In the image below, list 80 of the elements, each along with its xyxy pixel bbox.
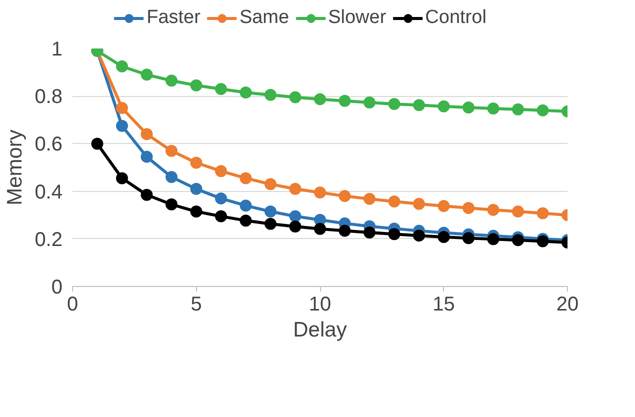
- point: [264, 88, 276, 101]
- point: [388, 196, 400, 208]
- point: [190, 156, 202, 169]
- point: [91, 138, 104, 150]
- point: [116, 60, 128, 72]
- point: [314, 222, 326, 235]
- y-tick-label: 0: [51, 276, 62, 298]
- x-tick-label: 0: [66, 294, 78, 316]
- point: [438, 231, 450, 243]
- point: [190, 79, 202, 92]
- point: [536, 207, 549, 220]
- point: [338, 224, 351, 237]
- point: [438, 200, 450, 212]
- point: [240, 86, 252, 99]
- point: [536, 235, 549, 248]
- legend-label: Same: [239, 7, 290, 29]
- y-tick-label: 0.8: [34, 86, 63, 108]
- point: [487, 233, 500, 246]
- point: [166, 144, 178, 157]
- point: [166, 74, 178, 87]
- x-tick-label: 10: [308, 294, 332, 316]
- point: [413, 198, 425, 210]
- point: [240, 200, 252, 212]
- y-tick-label: 1: [51, 38, 62, 60]
- point: [438, 100, 450, 112]
- point: [140, 188, 153, 201]
- point: [166, 198, 178, 210]
- point: [364, 192, 376, 205]
- point: [364, 226, 376, 238]
- point: [264, 218, 276, 230]
- point: [413, 230, 425, 242]
- y-axis-title: Memory: [4, 129, 27, 206]
- point: [338, 94, 351, 107]
- point: [264, 206, 276, 218]
- point: [388, 98, 400, 110]
- point: [264, 178, 276, 190]
- point: [140, 150, 153, 163]
- point: [462, 102, 474, 114]
- point: [140, 68, 153, 81]
- point: [215, 210, 227, 222]
- point: [512, 206, 524, 218]
- point: [190, 182, 202, 195]
- point: [215, 192, 227, 204]
- point: [289, 182, 302, 195]
- point: [314, 186, 326, 198]
- point: [116, 120, 128, 132]
- legend-label: Faster: [146, 7, 200, 29]
- point: [215, 165, 227, 178]
- point: [240, 172, 252, 184]
- x-axis-title: Delay: [293, 318, 348, 342]
- point: [487, 204, 500, 216]
- point: [240, 214, 252, 227]
- point: [413, 99, 425, 112]
- point: [116, 102, 128, 114]
- point: [512, 103, 524, 116]
- point: [462, 232, 474, 244]
- point: [116, 172, 128, 184]
- y-tick-label: 0.2: [34, 228, 63, 251]
- x-tick-label: 15: [432, 294, 455, 316]
- point: [190, 206, 202, 218]
- point: [289, 220, 302, 233]
- point: [166, 171, 178, 184]
- legend-label: Slower: [328, 7, 386, 29]
- point: [512, 234, 524, 246]
- point: [289, 210, 302, 222]
- point: [462, 202, 474, 214]
- point: [364, 96, 376, 109]
- legend-label: Control: [425, 7, 486, 29]
- point: [140, 128, 153, 140]
- point: [487, 102, 500, 114]
- point: [388, 228, 400, 240]
- point: [289, 91, 302, 104]
- point: [338, 190, 351, 202]
- x-tick-label: 5: [190, 294, 202, 316]
- y-tick-label: 0.6: [34, 134, 63, 156]
- x-tick-label: 20: [556, 294, 579, 316]
- point: [215, 82, 227, 95]
- point: [314, 93, 326, 106]
- point: [536, 104, 549, 116]
- y-tick-label: 0.4: [34, 181, 63, 204]
